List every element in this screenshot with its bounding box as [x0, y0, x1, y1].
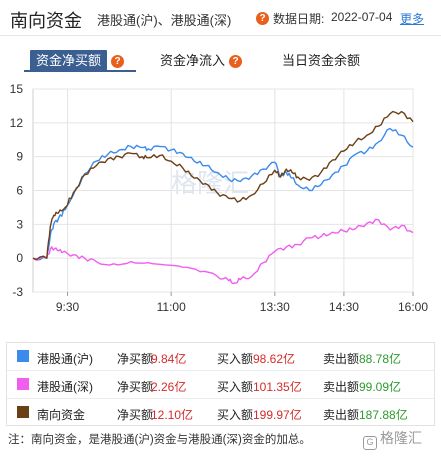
legend-sell-label: 卖出额	[323, 380, 360, 394]
legend-net-label: 净买额	[117, 380, 154, 394]
legend-buy-value: 98.62亿	[253, 352, 296, 366]
legend-swatch-total	[17, 406, 29, 418]
date-label: 数据日期:	[273, 12, 325, 26]
question-mark-icon[interactable]: ?	[229, 55, 242, 68]
chart-grid	[32, 88, 414, 293]
legend-buy-value: 101.35亿	[253, 380, 302, 394]
legend-sell-value: 187.88亿	[359, 408, 408, 422]
brand-name: 格隆汇	[380, 430, 422, 446]
footnote: 注：南向资金，是港股通(沪)资金与港股通(深)资金的加总。	[8, 434, 311, 446]
legend-buy-value: 199.97亿	[253, 408, 302, 422]
y-tick-label: 0	[16, 251, 23, 265]
more-link[interactable]: 更多	[400, 12, 425, 26]
legend-name: 港股通(沪)	[37, 352, 93, 366]
legend-swatch-sh	[17, 350, 29, 362]
tab-net-inflow-label: 资金净流入	[160, 53, 226, 68]
tab-balance[interactable]: 当日资金余额	[282, 50, 360, 72]
y-tick-label: -3	[12, 285, 23, 299]
x-axis-ticks: 9:30 11:00 13:30 14:30 16:00	[56, 292, 428, 314]
tab-balance-label: 当日资金余额	[282, 53, 361, 68]
brand-watermark: G 格隆汇	[363, 428, 422, 450]
tab-net-buy-label: 资金净买额	[36, 53, 102, 68]
legend-sell-value: 99.09亿	[359, 380, 402, 394]
series-line-sz	[32, 218, 414, 285]
x-tick-label: 9:30	[56, 300, 80, 314]
chart-lines	[32, 110, 414, 285]
legend-buy-label: 买入额	[217, 380, 254, 394]
legend-name: 港股通(深)	[37, 380, 93, 394]
legend-net-value: 9.84亿	[151, 352, 187, 366]
legend-sell-value: 88.78亿	[359, 352, 402, 366]
legend-swatch-sz	[17, 378, 29, 390]
legend-name: 南向资金	[37, 408, 86, 422]
brand-logo-icon: G	[363, 436, 377, 450]
header: 南向资金 港股通(沪)、港股通(深) ? 数据日期: 2022-07-04 更多	[0, 0, 441, 36]
y-tick-label: 6	[16, 184, 23, 198]
tab-net-buy[interactable]: 资金净买额	[30, 50, 108, 72]
chart-watermark: 格隆汇	[171, 168, 249, 198]
date-value: 2022-07-04	[331, 10, 393, 24]
legend-net-label: 净买额	[117, 408, 154, 422]
legend-net-value: 2.26亿	[151, 380, 187, 394]
y-tick-label: 3	[16, 217, 23, 231]
x-tick-label: 13:30	[260, 300, 290, 314]
legend-table: 港股通(沪) 净买额 9.84亿 买入额 98.62亿 卖出额 88.78亿 港…	[6, 342, 435, 426]
legend-net-label: 净买额	[117, 352, 154, 366]
tab-bar: 资金净买额 ? 资金净流入 ? 当日资金余额	[0, 44, 441, 74]
question-mark-icon[interactable]: ?	[111, 55, 124, 68]
legend-sell-label: 卖出额	[323, 408, 360, 422]
fund-flow-chart: 格隆汇 15 12 9 6 3 0 -3 9:30 11:00 13:30 14:30 16:00	[10, 82, 429, 314]
legend-net-value: 12.10亿	[151, 408, 194, 422]
page-title: 南向资金	[10, 11, 82, 31]
legend-buy-label: 买入额	[217, 408, 254, 422]
legend-row-sz: 港股通(深) 净买额 2.26亿 买入额 101.35亿 卖出额 99.09亿	[7, 371, 434, 399]
y-tick-label: 12	[10, 116, 24, 130]
x-tick-label: 11:00	[157, 300, 186, 314]
y-tick-label: 9	[16, 150, 23, 164]
legend-row-total: 南向资金 净买额 12.10亿 买入额 199.97亿 卖出额 187.88亿	[7, 399, 434, 427]
series-line-total	[32, 110, 414, 261]
y-axis-ticks: 15 12 9 6 3 0 -3	[10, 82, 24, 299]
question-mark-icon[interactable]: ?	[256, 12, 269, 25]
page-subtitle: 港股通(沪)、港股通(深)	[97, 13, 232, 28]
x-tick-label: 16:00	[398, 300, 428, 314]
x-tick-label: 14:30	[329, 300, 359, 314]
legend-sell-label: 卖出额	[323, 352, 360, 366]
tab-active-indicator	[24, 70, 136, 72]
y-tick-label: 15	[10, 82, 24, 96]
legend-buy-label: 买入额	[217, 352, 254, 366]
legend-row-sh: 港股通(沪) 净买额 9.84亿 买入额 98.62亿 卖出额 88.78亿	[7, 343, 434, 371]
tab-net-inflow[interactable]: 资金净流入	[160, 50, 225, 72]
